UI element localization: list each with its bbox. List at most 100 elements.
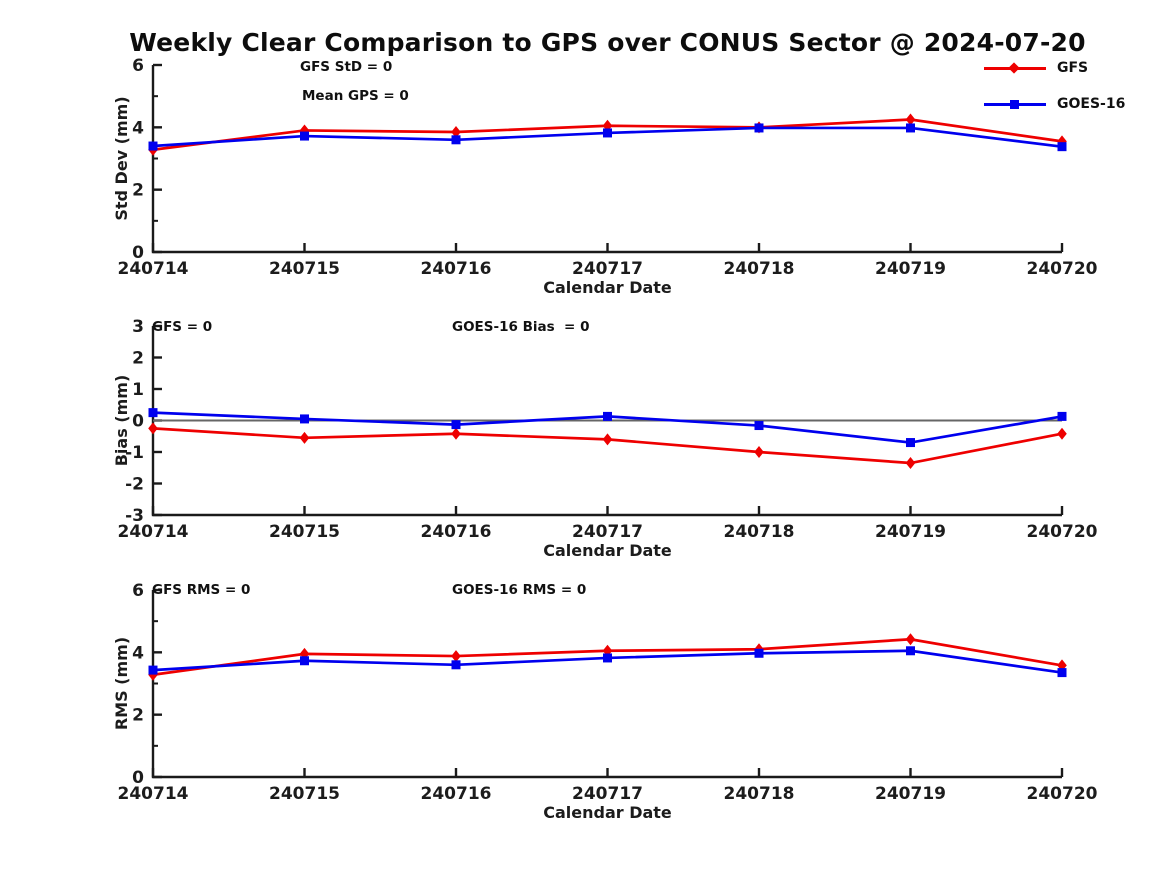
annotation-text: GFS RMS = 0 [152, 582, 250, 598]
axis-spine [151, 590, 1062, 779]
x-tick-label: 240714 [118, 259, 189, 279]
y-tick-label: -1 [125, 443, 144, 463]
square-marker-goes16 [603, 411, 612, 421]
x-tick-label: 240714 [118, 784, 189, 804]
square-marker-goes16 [148, 141, 158, 151]
legend-label-gfs: GFS [1057, 60, 1089, 76]
square-marker-goes16 [906, 438, 915, 448]
x-tick-label: 240717 [572, 522, 643, 542]
y-tick-label: -3 [125, 506, 144, 526]
square-marker-goes16 [451, 660, 461, 670]
square-marker-goes16 [148, 665, 158, 675]
x-tick-label: 240716 [421, 784, 492, 804]
diamond-marker-gfs [602, 644, 613, 657]
x-axis-label: Calendar Date [543, 803, 672, 822]
diamond-marker-gfs [1057, 659, 1067, 672]
square-marker-goes16 [906, 123, 915, 133]
x-tick-label: 240720 [1027, 259, 1098, 279]
square-marker-goes16 [451, 420, 461, 430]
x-tick-label: 240716 [421, 259, 492, 279]
diamond-marker-gfs [299, 431, 310, 444]
y-tick-label: 2 [132, 349, 144, 369]
diamond-marker-gfs [148, 422, 158, 435]
y-tick-label: 2 [132, 706, 144, 726]
x-tick-label: 240718 [724, 259, 795, 279]
x-tick-label: 240716 [421, 522, 492, 542]
x-tick-label: 240720 [1027, 784, 1098, 804]
legend-line-sample-goes16 [984, 99, 1046, 109]
y-tick-label: -2 [125, 475, 144, 495]
square-marker-goes16 [300, 131, 309, 141]
x-tick-label: 240718 [724, 784, 795, 804]
axis-spine [151, 65, 1062, 254]
x-tick-label: 240717 [572, 784, 643, 804]
y-axis-label: Bias (mm) [112, 375, 131, 467]
x-axis-label: Calendar Date [543, 541, 672, 560]
y-tick-label: 0 [132, 412, 144, 432]
y-tick-label: 0 [132, 243, 144, 263]
diamond-marker-gfs [451, 427, 461, 440]
y-tick-label: 6 [132, 56, 144, 76]
legend-item-gfs: GFS [984, 57, 1125, 79]
annotation-text: Mean GPS = 0 [302, 88, 409, 104]
square-marker-goes16 [754, 648, 764, 658]
diamond-marker-gfs [148, 668, 158, 681]
legend-label-goes16: GOES-16 [1057, 96, 1126, 112]
annotation-text: GFS = 0 [152, 319, 212, 335]
square-marker-goes16 [1057, 668, 1067, 678]
square-marker-goes16 [754, 123, 764, 133]
y-tick-label: 4 [132, 118, 144, 138]
x-tick-label: 240720 [1027, 522, 1098, 542]
square-marker-goes16 [148, 408, 158, 418]
diamond-marker-gfs [754, 446, 764, 458]
x-axis-label: Calendar Date [543, 278, 672, 297]
square-marker-goes16 [603, 653, 612, 663]
annotation-text: GOES-16 Bias = 0 [452, 319, 589, 335]
y-tick-label: 1 [132, 380, 144, 400]
square-marker-goes16 [1057, 142, 1067, 152]
square-marker-goes16 [300, 656, 309, 666]
bias-chart: -3 -2 -1 0 1 2 3 240714 240715 240716 240717 240718… [112, 317, 1098, 560]
square-marker-goes16 [754, 421, 764, 431]
annotation-text: GOES-16 RMS = 0 [452, 582, 586, 598]
x-tick-label: 240717 [572, 259, 643, 279]
diamond-marker-gfs [602, 433, 613, 446]
square-marker-goes16 [451, 135, 461, 145]
square-marker-goes16 [300, 414, 309, 424]
x-tick-label: 240719 [875, 259, 946, 279]
y-tick-label: 6 [132, 581, 144, 601]
square-marker-goes16 [1057, 411, 1067, 421]
diamond-marker-gfs [451, 126, 461, 139]
y-tick-label: 2 [132, 181, 144, 201]
y-tick-label: 0 [132, 768, 144, 788]
diamond-marker-gfs [602, 119, 613, 132]
annotation-text: GFS StD = 0 [300, 59, 392, 75]
x-tick-label: 240718 [724, 522, 795, 542]
square-marker-goes16 [603, 128, 612, 138]
x-tick-label: 240715 [269, 784, 340, 804]
diamond-marker-gfs [905, 457, 916, 470]
y-tick-label: 4 [132, 643, 144, 663]
x-tick-label: 240715 [269, 259, 340, 279]
square-marker-icon [1010, 99, 1019, 109]
diamond-marker-gfs [1057, 135, 1067, 148]
rms-chart: 0 2 4 6 240714 240715 240716 240717 240718 240719… [112, 581, 1098, 822]
diamond-marker-gfs [905, 113, 916, 126]
y-axis-label: Std Dev (mm) [112, 96, 131, 220]
legend-line-sample-gfs [984, 62, 1046, 74]
diamond-marker-gfs [905, 633, 916, 646]
legend-item-goes16: GOES-16 [984, 93, 1125, 115]
chart-title: Weekly Clear Comparison to GPS over CONU… [129, 28, 1086, 57]
diamond-marker-gfs [1057, 427, 1067, 440]
x-tick-label: 240715 [269, 522, 340, 542]
y-tick-label: 3 [132, 317, 144, 337]
x-tick-label: 240719 [875, 522, 946, 542]
x-tick-label: 240719 [875, 784, 946, 804]
x-tick-label: 240714 [118, 522, 189, 542]
y-axis-label: RMS (mm) [112, 637, 131, 730]
diamond-marker-gfs [451, 650, 461, 663]
legend: GFS GOES-16 [984, 57, 1125, 129]
square-marker-goes16 [906, 646, 915, 656]
stddev-chart: 0 2 4 6 240714 240715 240716 240717 240718 240719… [112, 56, 1098, 297]
